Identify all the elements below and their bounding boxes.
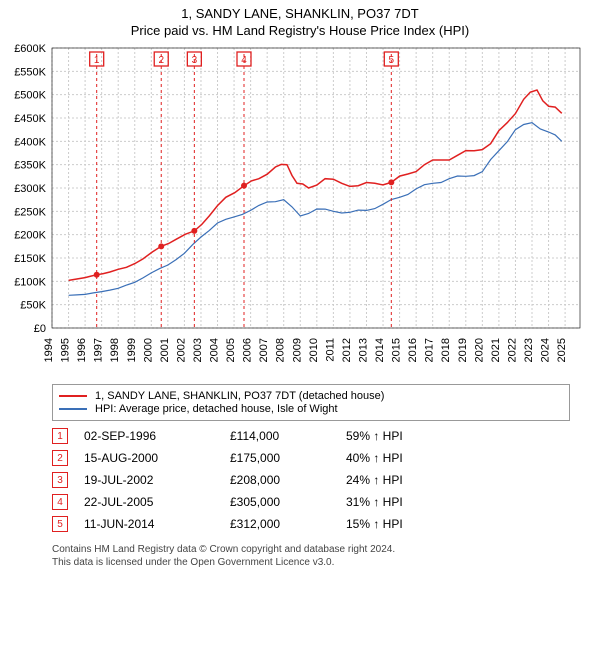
- svg-text:2010: 2010: [308, 338, 320, 362]
- footer-line: This data is licensed under the Open Gov…: [52, 556, 570, 569]
- legend-row: HPI: Average price, detached house, Isle…: [59, 403, 563, 415]
- svg-text:2008: 2008: [275, 338, 287, 362]
- legend-swatch: [59, 408, 87, 410]
- svg-text:2015: 2015: [391, 338, 403, 362]
- line-chart-svg: £0 £50K £100K £150K £200K £250K £300K £350K £400…: [0, 38, 600, 378]
- svg-text:2021: 2021: [490, 338, 502, 362]
- svg-text:2006: 2006: [242, 338, 254, 362]
- svg-text:2022: 2022: [506, 338, 518, 362]
- transaction-price: £208,000: [230, 473, 330, 487]
- transaction-marker: 4: [52, 494, 68, 510]
- transaction-row: 4 22-JUL-2005 £305,000 31% ↑ HPI: [52, 491, 570, 513]
- transaction-price: £312,000: [230, 517, 330, 531]
- svg-text:5: 5: [389, 55, 395, 66]
- transaction-price: £175,000: [230, 451, 330, 465]
- transaction-price: £114,000: [230, 429, 330, 443]
- svg-text:1: 1: [94, 55, 100, 66]
- transaction-date: 02-SEP-1996: [84, 429, 214, 443]
- svg-text:2023: 2023: [523, 338, 535, 362]
- chart-area: £0 £50K £100K £150K £200K £250K £300K £350K £400…: [0, 38, 600, 378]
- svg-text:3: 3: [192, 55, 198, 66]
- svg-text:2009: 2009: [291, 338, 303, 362]
- transaction-pct: 31% ↑ HPI: [346, 495, 466, 509]
- legend-swatch: [59, 395, 87, 397]
- svg-text:2012: 2012: [341, 338, 353, 362]
- svg-text:£150K: £150K: [14, 253, 46, 265]
- svg-text:2025: 2025: [556, 338, 568, 362]
- svg-text:2005: 2005: [225, 338, 237, 362]
- transaction-price: £305,000: [230, 495, 330, 509]
- transaction-row: 2 15-AUG-2000 £175,000 40% ↑ HPI: [52, 447, 570, 469]
- svg-text:2003: 2003: [192, 338, 204, 362]
- legend: 1, SANDY LANE, SHANKLIN, PO37 7DT (detac…: [52, 384, 570, 421]
- transactions-table: 1 02-SEP-1996 £114,000 59% ↑ HPI 2 15-AUG-200…: [52, 425, 570, 535]
- svg-text:2017: 2017: [424, 338, 436, 362]
- svg-text:2019: 2019: [457, 338, 469, 362]
- attribution-footer: Contains HM Land Registry data © Crown c…: [52, 543, 570, 569]
- legend-label: 1, SANDY LANE, SHANKLIN, PO37 7DT (detac…: [95, 390, 384, 402]
- svg-text:2020: 2020: [473, 338, 485, 362]
- transaction-pct: 40% ↑ HPI: [346, 451, 466, 465]
- svg-text:2000: 2000: [142, 338, 154, 362]
- transaction-row: 5 11-JUN-2014 £312,000 15% ↑ HPI: [52, 513, 570, 535]
- footer-line: Contains HM Land Registry data © Crown c…: [52, 543, 570, 556]
- transaction-pct: 24% ↑ HPI: [346, 473, 466, 487]
- svg-text:£500K: £500K: [14, 90, 46, 102]
- svg-text:2016: 2016: [407, 338, 419, 362]
- svg-text:2004: 2004: [209, 338, 221, 362]
- svg-text:2024: 2024: [540, 338, 552, 362]
- svg-text:2014: 2014: [374, 338, 386, 362]
- svg-text:1995: 1995: [60, 338, 72, 362]
- svg-text:1996: 1996: [76, 338, 88, 362]
- transaction-date: 11-JUN-2014: [84, 517, 214, 531]
- transaction-marker: 2: [52, 450, 68, 466]
- transaction-pct: 59% ↑ HPI: [346, 429, 466, 443]
- transaction-marker: 1: [52, 428, 68, 444]
- chart-title-address: 1, SANDY LANE, SHANKLIN, PO37 7DT: [0, 6, 600, 21]
- svg-text:£300K: £300K: [14, 183, 46, 195]
- transaction-date: 15-AUG-2000: [84, 451, 214, 465]
- legend-row: 1, SANDY LANE, SHANKLIN, PO37 7DT (detac…: [59, 390, 563, 402]
- svg-text:£250K: £250K: [14, 206, 46, 218]
- svg-text:2: 2: [158, 55, 164, 66]
- svg-text:2007: 2007: [258, 338, 270, 362]
- svg-text:£550K: £550K: [14, 66, 46, 78]
- svg-text:2018: 2018: [440, 338, 452, 362]
- transaction-marker: 3: [52, 472, 68, 488]
- svg-text:4: 4: [241, 55, 247, 66]
- transaction-date: 19-JUL-2002: [84, 473, 214, 487]
- svg-text:£200K: £200K: [14, 230, 46, 242]
- svg-text:£350K: £350K: [14, 160, 46, 172]
- svg-text:2013: 2013: [357, 338, 369, 362]
- transaction-pct: 15% ↑ HPI: [346, 517, 466, 531]
- svg-text:2011: 2011: [324, 338, 336, 362]
- svg-text:2001: 2001: [159, 338, 171, 362]
- svg-text:2002: 2002: [175, 338, 187, 362]
- transaction-marker: 5: [52, 516, 68, 532]
- svg-text:£50K: £50K: [20, 300, 46, 312]
- chart-title-sub: Price paid vs. HM Land Registry's House …: [0, 23, 600, 38]
- svg-text:1997: 1997: [93, 338, 105, 362]
- svg-text:£100K: £100K: [14, 276, 46, 288]
- transaction-date: 22-JUL-2005: [84, 495, 214, 509]
- legend-label: HPI: Average price, detached house, Isle…: [95, 403, 338, 415]
- svg-text:£450K: £450K: [14, 113, 46, 125]
- svg-text:£0: £0: [34, 323, 46, 335]
- svg-text:£600K: £600K: [14, 43, 46, 55]
- svg-text:1998: 1998: [109, 338, 121, 362]
- svg-text:£400K: £400K: [14, 136, 46, 148]
- transaction-row: 1 02-SEP-1996 £114,000 59% ↑ HPI: [52, 425, 570, 447]
- svg-text:1999: 1999: [126, 338, 138, 362]
- transaction-row: 3 19-JUL-2002 £208,000 24% ↑ HPI: [52, 469, 570, 491]
- svg-text:1994: 1994: [43, 338, 55, 362]
